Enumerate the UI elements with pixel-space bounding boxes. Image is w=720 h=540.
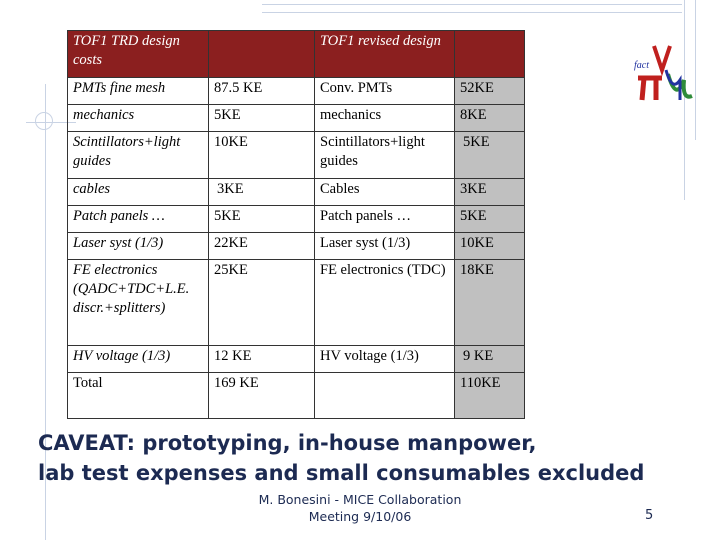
caveat-note: CAVEAT: prototyping, in-house manpower, …	[38, 428, 698, 488]
table-cell	[314, 372, 455, 419]
table-cell: Cables	[314, 178, 455, 206]
header-cell	[454, 30, 525, 78]
table-cell: 9 KE	[454, 345, 525, 373]
footer: M. Bonesini - MICE Collaboration Meeting…	[245, 491, 475, 525]
table-cell: Total	[67, 372, 209, 419]
table-cell: 22KE	[208, 232, 315, 260]
table-cell: Patch panels …	[314, 205, 455, 233]
table-cell: 18KE	[454, 259, 525, 346]
table-cell: 52KE	[454, 77, 525, 105]
cost-comparison-table: TOF1 TRD design costs TOF1 revised desig…	[67, 30, 525, 419]
table-cell: 5KE	[454, 205, 525, 233]
table-cell: 12 KE	[208, 345, 315, 373]
table-cell: 110KE	[454, 372, 525, 419]
table-cell: 5KE	[454, 131, 525, 179]
table-cell: FE electronics (QADC+TDC+L.E. discr.+spl…	[67, 259, 209, 346]
logo-mu-mark	[666, 73, 693, 99]
caveat-line: CAVEAT: prototyping, in-house manpower,	[38, 431, 537, 455]
header-cell: TOF1 TRD design costs	[67, 30, 209, 78]
table-row: FE electronics (QADC+TDC+L.E. discr.+spl…	[67, 259, 525, 346]
logo-mu-mark	[664, 69, 682, 100]
decor-line	[262, 12, 682, 13]
footer-author: M. Bonesini - MICE Collaboration	[258, 492, 462, 507]
logo-nu-mark	[652, 45, 672, 77]
table-cell: Scintillators+light guides	[314, 131, 455, 179]
table-cell: Patch panels …	[67, 205, 209, 233]
table-cell: PMTs fine mesh	[67, 77, 209, 105]
table-row: cables 3KE Cables 3KE	[67, 178, 525, 206]
table-cell: 169 KE	[208, 372, 315, 419]
table-cell: 10KE	[454, 232, 525, 260]
table-cell: 5KE	[208, 104, 315, 132]
decor-line	[262, 4, 682, 5]
table-row: Laser syst (1/3) 22KE Laser syst (1/3) 1…	[67, 232, 525, 260]
table-row: mechanics 5KE mechanics 8KE	[67, 104, 525, 132]
logo-text: fact	[634, 60, 649, 71]
table-cell: 25KE	[208, 259, 315, 346]
table-cell: cables	[67, 178, 209, 206]
table-cell: 3KE	[454, 178, 525, 206]
table-cell: Laser syst (1/3)	[67, 232, 209, 260]
table-cell: Laser syst (1/3)	[314, 232, 455, 260]
table-row: HV voltage (1/3) 12 KE HV voltage (1/3) …	[67, 345, 525, 373]
table-cell: HV voltage (1/3)	[67, 345, 209, 373]
table-header-row: TOF1 TRD design costs TOF1 revised desig…	[67, 30, 525, 78]
logo-pi-mark	[638, 75, 662, 101]
footer-meeting: Meeting 9/10/06	[308, 509, 412, 524]
table-cell: mechanics	[314, 104, 455, 132]
header-cell	[208, 30, 315, 78]
fact-logo: fact	[634, 45, 693, 101]
table-cell: 87.5 KE	[208, 77, 315, 105]
table-cell: 10KE	[208, 131, 315, 179]
table-total-row: Total 169 KE 110KE	[67, 372, 525, 419]
table-cell: FE electronics (TDC)	[314, 259, 455, 346]
page-number: 5	[645, 508, 654, 523]
table-cell: HV voltage (1/3)	[314, 345, 455, 373]
header-cell: TOF1 revised design	[314, 30, 455, 78]
table-cell: 5KE	[208, 205, 315, 233]
table-cell: Conv. PMTs	[314, 77, 455, 105]
decor-line	[45, 84, 46, 540]
table-cell: 8KE	[454, 104, 525, 132]
decor-line	[684, 0, 685, 200]
caveat-line: lab test expenses and small consumables …	[38, 461, 645, 485]
table-cell: mechanics	[67, 104, 209, 132]
table-cell: Scintillators+light guides	[67, 131, 209, 179]
table-cell: 3KE	[208, 178, 315, 206]
table-row: Patch panels … 5KE Patch panels … 5KE	[67, 205, 525, 233]
decor-circle	[35, 112, 53, 130]
table-row: PMTs fine mesh 87.5 KE Conv. PMTs 52KE	[67, 77, 525, 105]
decor-line	[695, 0, 696, 140]
table-row: Scintillators+light guides 10KE Scintill…	[67, 131, 525, 179]
